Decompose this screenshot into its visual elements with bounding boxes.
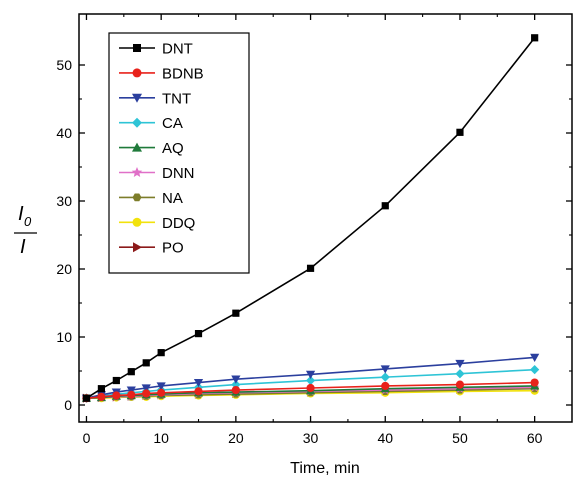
data-point-bdnb: [157, 388, 166, 397]
data-point-ca: [380, 372, 390, 382]
legend-marker: [132, 193, 142, 202]
legend-label: PO: [162, 240, 184, 257]
data-point-dnt: [127, 368, 135, 376]
legend-item-po: PO: [119, 240, 184, 257]
x-tick-label: 0: [83, 430, 91, 446]
x-tick-label: 40: [377, 430, 393, 446]
data-point-dnt: [194, 330, 203, 338]
data-point-dnt: [381, 202, 389, 210]
data-point-dnt: [456, 128, 464, 136]
legend-item-aq: AQ: [119, 140, 184, 157]
legend-marker: [131, 167, 143, 177]
data-point-bdnb: [142, 389, 151, 398]
data-point-ca: [305, 375, 316, 386]
data-point-dnt: [531, 34, 539, 42]
x-tick-label: 20: [228, 430, 244, 446]
plot-frame: [78, 13, 573, 423]
y-axis-title: I 0 I: [14, 203, 37, 258]
data-point-tnt: [156, 382, 166, 391]
data-point-bdnb: [194, 387, 203, 396]
data-point-tnt: [380, 365, 390, 374]
legend-marker: [132, 68, 142, 78]
y-tick-label: 30: [56, 193, 72, 209]
y-axis-title-subscript: 0: [24, 214, 32, 229]
data-point-tnt: [455, 359, 465, 369]
legend-marker: [133, 242, 142, 253]
legend-label: BDNB: [162, 65, 204, 82]
legend-item-na: NA: [119, 190, 183, 207]
data-point-tnt: [141, 384, 151, 393]
data-point-bdnb: [231, 385, 240, 395]
data-point-bdnb: [381, 381, 390, 391]
y-tick-label: 0: [64, 397, 72, 413]
legend-label: CA: [162, 115, 183, 132]
axes: 0 10 20 30 40 50 60 0 10 20 30 40 50: [56, 14, 572, 446]
data-point-bdnb: [127, 390, 136, 399]
x-axis-title: Time, min: [290, 460, 360, 477]
data-point-bdnb: [530, 378, 539, 387]
y-tick-label: 10: [56, 329, 72, 345]
y-tick-label: 40: [56, 125, 72, 141]
legend-item-ddq: DDQ: [119, 215, 195, 232]
y-axis-title-denominator: I: [20, 236, 26, 258]
legend-item-tnt: TNT: [119, 90, 191, 107]
data-point-tnt: [231, 375, 241, 384]
data-point-dnt: [142, 359, 150, 367]
x-tick-label: 60: [527, 430, 543, 446]
y-axis-title-numerator: I: [18, 203, 24, 225]
legend-label: DNT: [162, 41, 193, 58]
legend-label: DDQ: [162, 215, 195, 232]
data-point-ca: [231, 380, 241, 390]
legend-item-bdnb: BDNB: [119, 65, 204, 82]
data-point-dnt: [97, 385, 106, 393]
legend-marker: [132, 93, 142, 103]
data-point-dnt: [306, 264, 315, 272]
legend-item-dnn: DNN: [119, 165, 195, 182]
legend-label: AQ: [162, 140, 184, 157]
data-point-bdnb: [455, 380, 465, 389]
data-point-ca: [455, 369, 465, 379]
y-tick-label: 50: [56, 57, 72, 73]
series-layer: [81, 34, 540, 403]
data-point-dnt: [157, 349, 165, 357]
data-point-bdnb: [306, 383, 315, 393]
legend-marker: [132, 142, 142, 152]
legend-item-dnt: DNT: [119, 41, 193, 58]
legend-marker: [132, 117, 142, 128]
data-point-dnt: [112, 376, 120, 385]
data-point-dnt: [82, 394, 91, 402]
data-point-dnt: [232, 309, 240, 317]
data-point-bdnb: [97, 392, 106, 401]
data-point-bdnb: [112, 391, 121, 400]
x-tick-label: 10: [153, 430, 169, 446]
data-point-tnt: [193, 378, 204, 388]
x-tick-label: 30: [303, 430, 319, 446]
legend: DNT BDNB TNT CA AQ DNN NA DDQ PO: [108, 32, 250, 274]
data-point-ca: [530, 365, 540, 375]
legend-marker: [132, 217, 142, 227]
legend-label: TNT: [162, 90, 191, 107]
data-point-tnt: [530, 353, 540, 362]
y-tick-label: 20: [56, 261, 72, 277]
legend-item-ca: CA: [119, 115, 183, 132]
series-dnt: [82, 34, 539, 402]
x-tick-label: 50: [452, 430, 468, 446]
legend-marker: [133, 44, 141, 52]
data-point-tnt: [305, 370, 316, 379]
legend-label: DNN: [162, 165, 195, 182]
legend-label: NA: [162, 190, 183, 207]
data-point-tnt: [126, 386, 136, 395]
